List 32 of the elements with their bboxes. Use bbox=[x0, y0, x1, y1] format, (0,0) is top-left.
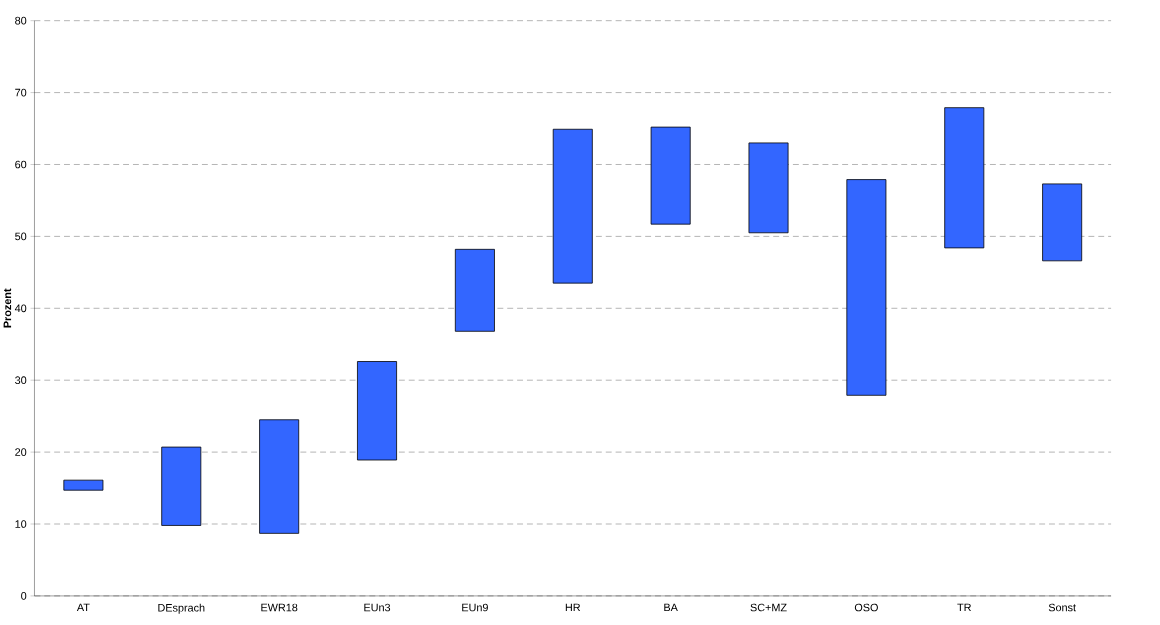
bar bbox=[944, 107, 985, 249]
bar bbox=[846, 178, 887, 396]
y-tick-label: 80 bbox=[15, 16, 27, 25]
bar bbox=[259, 419, 300, 534]
x-tick-label: DEsprach bbox=[158, 603, 205, 614]
bar bbox=[454, 248, 495, 332]
bar bbox=[161, 446, 202, 526]
y-tick-label: 30 bbox=[15, 376, 27, 384]
x-tick-label: EUn9 bbox=[462, 603, 488, 612]
y-tick-label: 70 bbox=[15, 88, 27, 97]
x-tick-label: EUn3 bbox=[364, 603, 391, 612]
y-tick-label: 40 bbox=[14, 304, 27, 312]
y-tick-label: 0 bbox=[21, 591, 27, 600]
bar bbox=[1042, 183, 1083, 261]
y-axis-title: Prozent bbox=[3, 288, 12, 328]
y-tick-label: 10 bbox=[15, 519, 27, 528]
x-tick-label: OSO bbox=[854, 603, 878, 612]
y-tick-label: 60 bbox=[15, 160, 27, 169]
y-tick-label: 20 bbox=[15, 448, 27, 456]
x-tick-label: Sonst bbox=[1048, 603, 1076, 612]
x-tick-label: SC+MZ bbox=[750, 603, 787, 612]
bar bbox=[748, 142, 789, 233]
bar bbox=[650, 126, 691, 225]
y-tick-label: 50 bbox=[15, 232, 27, 240]
x-tick-label: AT bbox=[76, 603, 90, 611]
x-tick-label: HR bbox=[565, 603, 581, 611]
bar bbox=[552, 128, 593, 284]
bar bbox=[357, 360, 397, 461]
x-tick-label: TR bbox=[957, 603, 971, 611]
x-tick-label: EWR18 bbox=[261, 603, 298, 612]
bar bbox=[63, 479, 104, 491]
x-tick-label: BA bbox=[664, 603, 678, 611]
